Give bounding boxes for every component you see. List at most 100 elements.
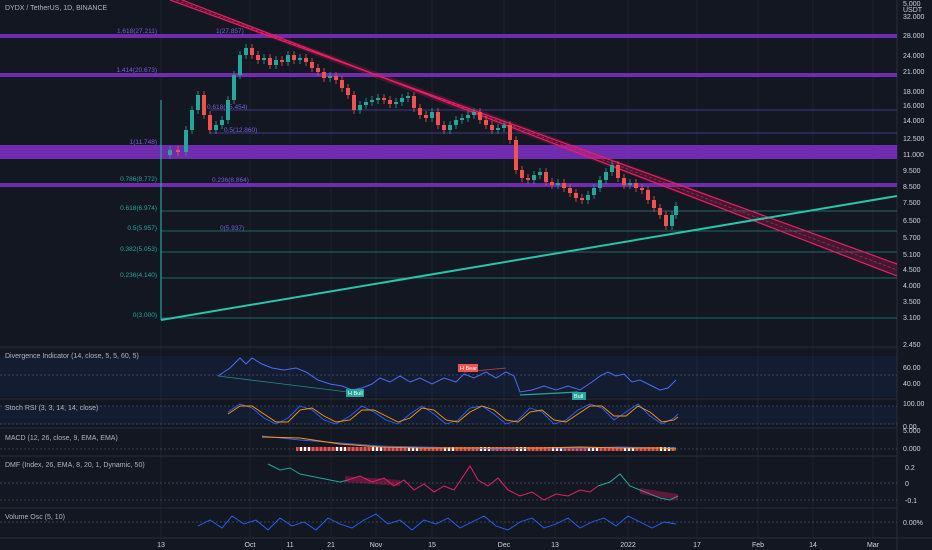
macd-bar — [444, 447, 446, 451]
candle — [394, 102, 398, 104]
macd-bar — [632, 447, 634, 451]
candle — [214, 125, 218, 130]
macd-bar — [540, 447, 542, 451]
price-tick: 28.000 — [903, 33, 925, 40]
candle — [574, 193, 578, 198]
candle — [244, 48, 248, 55]
macd-bar — [528, 447, 530, 451]
macd-bar — [320, 447, 322, 451]
fib-label-05: 0.5(5.957) — [127, 225, 157, 232]
time-tick: 13 — [157, 542, 165, 549]
price-tick: 2.450 — [903, 342, 921, 349]
macd-bar — [392, 447, 394, 451]
candle — [304, 58, 308, 62]
fib-label-0786: 0.786(8.772) — [120, 176, 157, 183]
candle — [674, 206, 678, 215]
candle — [526, 178, 530, 180]
candle — [322, 72, 326, 78]
price-tick: 8.500 — [903, 184, 921, 191]
macd-bar — [628, 447, 630, 451]
macd-bar — [648, 447, 650, 451]
candle — [460, 118, 464, 120]
candle — [520, 170, 524, 178]
price-tick: 4.000 — [903, 283, 921, 290]
macd-bar — [572, 447, 574, 451]
candle — [580, 198, 584, 200]
candle — [400, 98, 404, 102]
macd-bar — [464, 447, 466, 451]
descending-channel[interactable] — [169, 0, 898, 277]
divergence-pane: Divergence Indicator (14, close, 5, 5, 6… — [0, 353, 921, 400]
macd-bar — [416, 447, 418, 451]
macd-bar — [576, 447, 578, 451]
price-tick: 24.000 — [903, 53, 925, 60]
fib-label-0382: 0.382(5.053) — [120, 246, 157, 253]
fib-label-0236: 0.236(4.140) — [120, 272, 157, 279]
macd-bar — [612, 447, 614, 451]
candle — [202, 95, 206, 115]
fib-lines — [161, 210, 897, 319]
candle — [484, 120, 488, 125]
price-tick: 5.700 — [903, 235, 921, 242]
macd-bar — [388, 447, 390, 451]
macd-bar — [376, 447, 378, 451]
macd-bar — [480, 447, 482, 451]
macd-bar — [364, 447, 366, 451]
macd-bar — [404, 447, 406, 451]
macd-bar — [300, 447, 302, 451]
fib2-label-1: 1(27.857) — [216, 28, 244, 35]
time-tick: Mar — [867, 542, 880, 549]
symbol-title: DYDX / TetherUS, 1D, BINANCE — [5, 5, 108, 12]
candle — [502, 125, 506, 128]
h-bear-badge — [458, 364, 478, 372]
candle — [442, 125, 446, 130]
price-tick: 12.500 — [903, 136, 925, 143]
candle — [262, 58, 266, 60]
price-tick: 16.000 — [903, 103, 925, 110]
candle — [334, 76, 338, 80]
candle — [652, 200, 656, 208]
candle — [298, 58, 302, 60]
grid — [160, 0, 874, 538]
macd-bar — [552, 447, 554, 451]
macd-bar — [452, 447, 454, 451]
dmf-tick-neg01: -0.1 — [905, 498, 917, 505]
divergence-title: Divergence Indicator (14, close, 5, 5, 6… — [5, 353, 139, 360]
stoch-tick-100: 100.00 — [903, 401, 925, 408]
macd-pane: MACD (12, 26, close, 9, EMA, EMA) 5.000 … — [0, 428, 921, 453]
macd-bar — [544, 447, 546, 451]
price-tick: 3.100 — [903, 315, 921, 322]
candle — [232, 75, 236, 100]
macd-bar — [524, 447, 526, 451]
price-tick: 6.500 — [903, 218, 921, 225]
candle — [538, 172, 542, 175]
candle — [430, 112, 434, 118]
price-axis[interactable]: 5,000 USDT 32.000 28.000 24.000 21.000 18.00… — [903, 1, 925, 349]
ascending-trendline[interactable] — [160, 195, 898, 321]
fib2-label-0: 0(5.937) — [220, 225, 244, 232]
macd-bar — [584, 447, 586, 451]
macd-bar — [580, 447, 582, 451]
time-tick: Feb — [752, 542, 764, 549]
macd-title: MACD (12, 26, close, 9, EMA, EMA) — [5, 435, 118, 442]
candle — [358, 105, 362, 110]
candle — [226, 100, 230, 120]
candle — [604, 172, 608, 180]
dmf-tick-02: 0.2 — [905, 465, 915, 472]
dmf-title: DMF (Index, 26, EMA, 8, 20, 1, Dynamic, … — [5, 462, 145, 469]
candle — [622, 178, 626, 185]
time-tick: 13 — [551, 542, 559, 549]
macd-bar — [592, 447, 594, 451]
dmf-tick-0: 0 — [905, 481, 909, 488]
price-axis-currency: USDT — [903, 7, 923, 14]
macd-bar — [396, 447, 398, 451]
candlesticks — [168, 44, 678, 230]
macd-bar — [536, 447, 538, 451]
time-axis[interactable]: 13 Oct 11 21 Nov 15 Dec 13 2022 17 Feb 14 Mar — [157, 542, 880, 549]
time-tick: 11 — [286, 542, 293, 549]
candle — [274, 60, 278, 65]
macd-bar — [588, 447, 590, 451]
macd-bar — [660, 447, 662, 451]
